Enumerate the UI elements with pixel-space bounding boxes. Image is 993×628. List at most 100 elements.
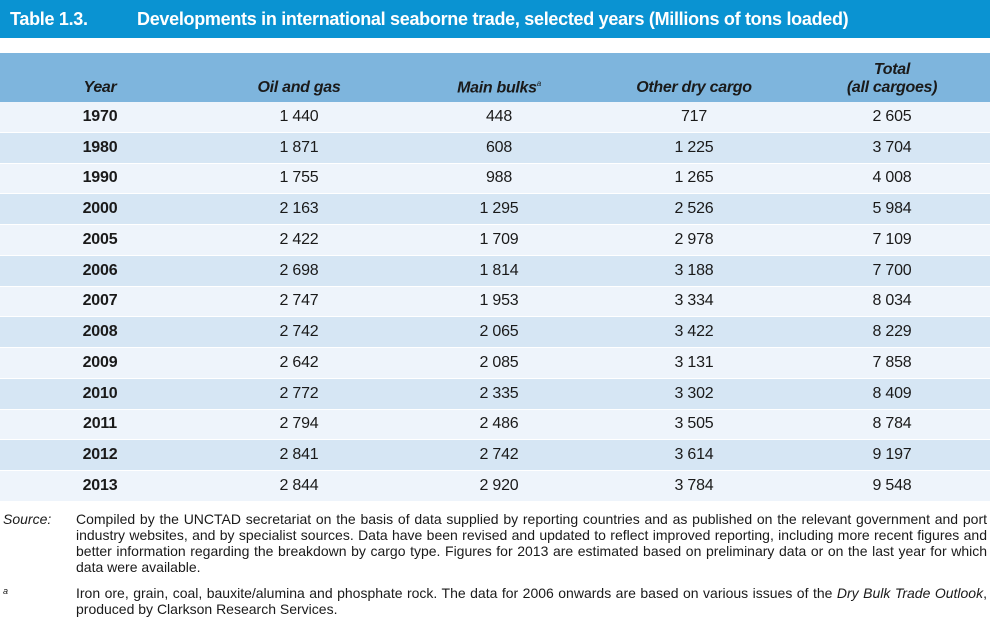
cell-main-bulks: 2 920	[479, 476, 519, 494]
source-note: Source: Compiled by the UNCTAD secretari…	[0, 511, 990, 575]
cell-year: 1980	[82, 138, 118, 156]
footnote-label: a	[3, 586, 9, 596]
cell-year: 1970	[82, 107, 118, 125]
cell-total: 9 548	[872, 476, 912, 494]
header-total-line2: (all cargoes)	[846, 79, 938, 96]
cell-main-bulks: 2 085	[479, 353, 519, 371]
header-total: Total (all cargoes)	[832, 61, 952, 97]
table-row: 2000 2 163 1 295 2 526 5 984	[0, 194, 990, 225]
footnote-text: Iron ore, grain, coal, bauxite/alumina a…	[76, 585, 990, 617]
table-row: 1980 1 871 608 1 225 3 704	[0, 132, 990, 164]
footnote-a: a Iron ore, grain, coal, bauxite/alumina…	[0, 585, 990, 617]
cell-other-dry-cargo: 3 188	[674, 261, 714, 279]
table-number: Table 1.3.	[10, 8, 88, 29]
cell-other-dry-cargo: 3 302	[674, 384, 714, 402]
cell-oil-and-gas: 1 440	[279, 107, 319, 125]
cell-oil-and-gas: 2 422	[279, 230, 319, 248]
cell-total: 2 605	[872, 107, 912, 125]
table-row: 2008 2 742 2 065 3 422 8 229	[0, 317, 990, 348]
cell-main-bulks: 608	[485, 138, 513, 156]
table-title-bar: Table 1.3. Developments in international…	[0, 0, 990, 38]
cell-other-dry-cargo: 1 225	[674, 138, 714, 156]
footnote-text-part2: , produced by Clarkson Research Services…	[76, 585, 987, 617]
cell-oil-and-gas: 1 871	[279, 138, 319, 156]
footnote-publication: Dry Bulk Trade Outlook	[836, 585, 984, 601]
cell-year: 2012	[82, 446, 118, 464]
table-row: 2005 2 422 1 709 2 978 7 109	[0, 225, 990, 256]
cell-other-dry-cargo: 3 614	[674, 446, 714, 464]
cell-main-bulks: 1 814	[479, 261, 519, 279]
header-oil-and-gas: Oil and gas	[257, 79, 341, 96]
cell-other-dry-cargo: 3 505	[674, 415, 714, 433]
cell-year: 2000	[82, 200, 118, 218]
cell-year: 2011	[83, 415, 117, 433]
source-text: Compiled by the UNCTAD secretariat on th…	[76, 511, 987, 575]
cell-oil-and-gas: 2 163	[279, 200, 319, 218]
cell-total: 7 700	[872, 261, 912, 279]
cell-total: 3 704	[872, 138, 912, 156]
cell-main-bulks: 2 065	[479, 323, 519, 341]
cell-other-dry-cargo: 2 978	[674, 230, 714, 248]
cell-main-bulks: 1 953	[479, 292, 519, 310]
cell-year: 2005	[82, 230, 118, 248]
table-header: Year Oil and gas Main bulksa Other dry c…	[0, 53, 990, 102]
cell-year: 2013	[82, 476, 118, 494]
cell-oil-and-gas: 2 742	[279, 323, 319, 341]
cell-total: 8 229	[872, 323, 912, 341]
cell-total: 7 109	[872, 230, 912, 248]
table-body: 1970 1 440 448 717 2 605 1980 1 871 608 …	[0, 102, 990, 502]
cell-oil-and-gas: 1 755	[279, 169, 319, 187]
cell-total: 8 034	[872, 292, 912, 310]
header-main-bulks-footnote-mark: a	[536, 78, 541, 88]
cell-year: 1990	[82, 169, 118, 187]
cell-other-dry-cargo: 717	[680, 107, 708, 125]
cell-total: 7 858	[872, 353, 912, 371]
header-total-line1: Total	[873, 61, 911, 78]
table-row: 2011 2 794 2 486 3 505 8 784	[0, 409, 990, 441]
cell-main-bulks: 2 486	[479, 415, 519, 433]
cell-main-bulks: 2 742	[479, 446, 519, 464]
cell-oil-and-gas: 2 844	[279, 476, 319, 494]
table-row: 2012 2 841 2 742 3 614 9 197	[0, 440, 990, 471]
table-row: 1970 1 440 448 717 2 605	[0, 102, 990, 133]
table-row: 2009 2 642 2 085 3 131 7 858	[0, 348, 990, 379]
header-year: Year	[83, 79, 117, 96]
cell-total: 9 197	[872, 446, 912, 464]
cell-other-dry-cargo: 3 334	[674, 292, 714, 310]
source-label: Source:	[3, 511, 52, 527]
cell-total: 4 008	[872, 169, 912, 187]
cell-oil-and-gas: 2 698	[279, 261, 319, 279]
table-row: 2007 2 747 1 953 3 334 8 034	[0, 286, 990, 318]
cell-other-dry-cargo: 3 422	[674, 323, 714, 341]
cell-year: 2010	[82, 384, 118, 402]
cell-main-bulks: 1 709	[479, 230, 519, 248]
table-notes: Source: Compiled by the UNCTAD secretari…	[0, 511, 990, 617]
cell-main-bulks: 1 295	[479, 200, 519, 218]
cell-year: 2008	[82, 323, 118, 341]
cell-total: 8 409	[872, 384, 912, 402]
cell-oil-and-gas: 2 794	[279, 415, 319, 433]
cell-other-dry-cargo: 2 526	[674, 200, 714, 218]
table-title: Developments in international seaborne t…	[137, 8, 849, 29]
footnote-text-part1: Iron ore, grain, coal, bauxite/alumina a…	[76, 585, 837, 601]
cell-other-dry-cargo: 3 131	[674, 353, 714, 371]
cell-total: 8 784	[872, 415, 912, 433]
cell-year: 2006	[82, 261, 118, 279]
cell-oil-and-gas: 2 772	[279, 384, 319, 402]
header-other-dry-cargo: Other dry cargo	[636, 79, 752, 96]
table-row: 2010 2 772 2 335 3 302 8 409	[0, 378, 990, 410]
cell-oil-and-gas: 2 747	[279, 292, 319, 310]
cell-main-bulks: 2 335	[479, 384, 519, 402]
cell-oil-and-gas: 2 642	[279, 353, 319, 371]
cell-other-dry-cargo: 1 265	[674, 169, 714, 187]
header-main-bulks: Main bulksa	[440, 75, 558, 97]
cell-year: 2009	[82, 353, 118, 371]
header-main-bulks-label: Main bulks	[457, 79, 537, 96]
cell-other-dry-cargo: 3 784	[674, 476, 714, 494]
table-row: 1990 1 755 988 1 265 4 008	[0, 163, 990, 195]
table-row: 2006 2 698 1 814 3 188 7 700	[0, 255, 990, 287]
cell-main-bulks: 448	[485, 107, 513, 125]
cell-main-bulks: 988	[485, 169, 513, 187]
cell-total: 5 984	[872, 200, 912, 218]
table-row: 2013 2 844 2 920 3 784 9 548	[0, 471, 990, 502]
